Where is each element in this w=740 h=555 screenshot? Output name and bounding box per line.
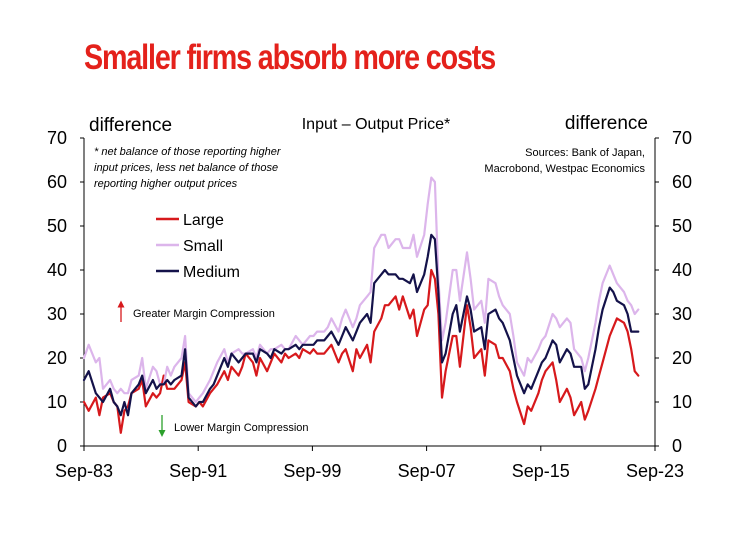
y-tick-label-right: 30 [672, 304, 692, 324]
x-tick-label: Sep-83 [55, 461, 113, 481]
y-tick-label-right: 50 [672, 216, 692, 236]
y-tick-label-right: 10 [672, 392, 692, 412]
left-axis-label: difference [89, 115, 172, 136]
y-tick-label-left: 70 [47, 128, 67, 148]
annotation-greater-margin: Greater Margin Compression [117, 300, 275, 322]
legend-label-small: Small [183, 238, 223, 255]
series-lines [82, 176, 640, 434]
footnote-line-1: * net balance of those reporting higher [94, 146, 282, 158]
series-line-large [82, 268, 640, 434]
y-tick-label-left: 40 [47, 260, 67, 280]
x-tick-label: Sep-07 [398, 461, 456, 481]
x-tick-label: Sep-15 [512, 461, 570, 481]
arrow-down-icon [158, 415, 166, 437]
x-tick-label: Sep-99 [283, 461, 341, 481]
y-tick-label-left: 0 [57, 436, 67, 456]
series-line-medium [82, 233, 640, 417]
x-tick-label: Sep-23 [626, 461, 684, 481]
legend-label-medium: Medium [183, 264, 240, 281]
legend: Large Small Medium [156, 212, 240, 281]
y-tick-label-right: 70 [672, 128, 692, 148]
right-axis-label: difference [565, 113, 648, 134]
y-tick-label-left: 60 [47, 172, 67, 192]
y-tick-label-right: 40 [672, 260, 692, 280]
y-tick-label-right: 60 [672, 172, 692, 192]
headline: Smaller firms absorb more costs [84, 38, 496, 77]
source-line-2: Macrobond, Westpac Economics [484, 163, 645, 175]
y-tick-label-right: 20 [672, 348, 692, 368]
annotation-greater-label: Greater Margin Compression [133, 308, 275, 320]
y-tick-label-right: 0 [672, 436, 682, 456]
right-y-tick-labels: 0 10 20 30 40 50 60 70 [672, 128, 692, 456]
series-line-small [82, 176, 640, 404]
arrow-up-icon [117, 300, 125, 322]
annotation-lower-margin: Lower Margin Compression [158, 415, 309, 437]
x-tick-labels: Sep-83 Sep-91 Sep-99 Sep-07 Sep-15 Sep-23 [55, 461, 684, 481]
y-tick-label-left: 10 [47, 392, 67, 412]
legend-label-large: Large [183, 212, 224, 229]
footnote-line-3: reporting higher output prices [94, 178, 238, 190]
footnote-line-2: input prices, less net balance of those [94, 162, 278, 174]
annotation-lower-label: Lower Margin Compression [174, 422, 309, 434]
x-tick-label: Sep-91 [169, 461, 227, 481]
source-line-1: Sources: Bank of Japan, [525, 147, 645, 159]
left-y-tick-labels: 0 10 20 30 40 50 60 70 [47, 128, 67, 456]
y-tick-label-left: 20 [47, 348, 67, 368]
chart-title: Input – Output Price* [302, 116, 451, 133]
axes [80, 137, 659, 451]
y-tick-label-left: 30 [47, 304, 67, 324]
y-tick-label-left: 50 [47, 216, 67, 236]
